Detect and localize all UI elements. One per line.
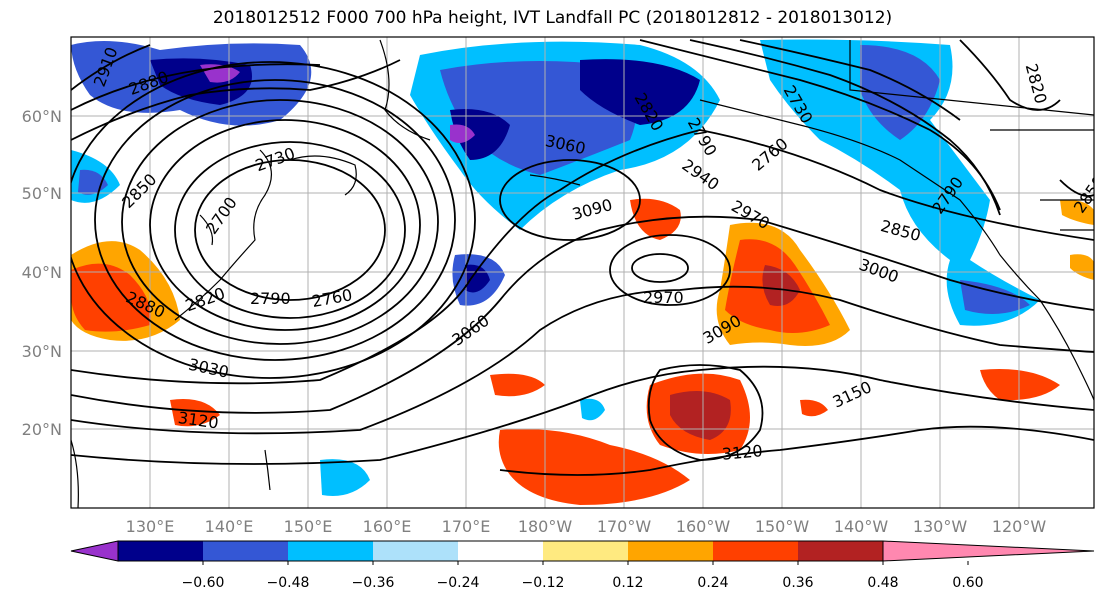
latitude-label: 30°N	[22, 342, 62, 361]
height-contour	[959, 39, 1061, 111]
contour-label: 3120	[721, 441, 763, 463]
colorbar-tick-label: 0.12	[612, 575, 643, 591]
coastline	[699, 99, 1094, 401]
height-contour	[71, 61, 476, 379]
colorbar-swatch	[798, 541, 883, 561]
colorbar-tick-label: 0.48	[867, 575, 898, 591]
longitude-label: 150°W	[755, 517, 810, 536]
coastline	[199, 214, 214, 246]
ivt-positive-region	[490, 373, 545, 397]
ivt-negative-region	[760, 39, 1040, 326]
height-contour	[1059, 179, 1094, 197]
ivt-positive-region	[800, 399, 828, 417]
height-contour	[71, 365, 1094, 465]
map-title: 2018012512 F000 700 hPa height, IVT Land…	[212, 8, 893, 28]
contour-label: 2790	[250, 289, 291, 308]
colorbar-extend-low	[70, 540, 119, 562]
height-contour	[174, 141, 406, 319]
ivt-negative-region	[960, 280, 1030, 314]
ivt-positive-region	[170, 399, 220, 427]
height-contour	[499, 425, 1094, 476]
colorbar-tick-label: −0.48	[267, 575, 310, 591]
colorbar-swatch	[713, 541, 798, 561]
colorbar-tick-label: −0.12	[522, 575, 565, 591]
ivt-positive-region	[1060, 199, 1094, 225]
longitude-label: 160°E	[363, 517, 412, 536]
longitude-label: 140°W	[834, 517, 889, 536]
ivt-negative-region	[320, 459, 370, 496]
colorbar-swatch	[543, 541, 628, 561]
height-contour	[609, 234, 731, 306]
longitude-label: 120°W	[992, 517, 1047, 536]
height-contour	[121, 99, 439, 345]
height-contour	[94, 79, 456, 361]
height-contour	[194, 159, 386, 301]
ivt-negative-region	[580, 59, 700, 125]
colorbar-tick-label: 0.36	[782, 575, 813, 591]
colorbar-swatch	[203, 541, 288, 561]
ivt-positive-region	[670, 391, 731, 440]
height-contour	[739, 39, 961, 121]
longitude-label: 170°W	[597, 517, 652, 536]
colorbar-swatch	[288, 541, 373, 561]
colorbar-swatch	[118, 541, 203, 561]
colorbar-tick-label: −0.60	[182, 575, 225, 591]
map-frame	[70, 36, 1095, 509]
colorbar-tick-label: 0.60	[952, 575, 983, 591]
longitude-label: 130°W	[913, 517, 968, 536]
ivt-positive-region	[498, 429, 690, 505]
colorbar-extend-high	[882, 540, 1095, 562]
longitude-label: 160°W	[676, 517, 731, 536]
ivt-negative-region	[450, 109, 510, 160]
colorbar-tick-label: −0.24	[437, 575, 480, 591]
contour-label: 2970	[643, 288, 684, 307]
longitude-label: 140°E	[205, 517, 254, 536]
ivt-positive-region	[1070, 254, 1094, 280]
coastline	[289, 155, 357, 196]
height-contours	[71, 39, 1094, 476]
colorbar-swatch	[628, 541, 713, 561]
height-contour	[149, 119, 421, 331]
height-contour	[639, 39, 1001, 211]
coastline	[264, 449, 271, 491]
height-contour	[71, 63, 321, 111]
colorbar-tick-label: 0.24	[697, 575, 728, 591]
longitude-labels: 130°E 140°E 150°E 160°E 170°E 180°W 170°W 160°W…	[126, 517, 1047, 536]
ivt-positive-region	[71, 263, 151, 332]
longitude-label: 150°E	[284, 517, 333, 536]
latitude-label: 20°N	[22, 420, 62, 439]
colorbar: −0.60 −0.48 −0.36 −0.24 −0.12 0.12 0.24 0.36 0.4…	[70, 540, 1095, 591]
colorbar-swatch	[373, 541, 458, 561]
colorbar-swatch	[458, 541, 543, 561]
longitude-label: 180°W	[518, 517, 573, 536]
height-contour	[631, 253, 689, 283]
coastline	[849, 40, 1094, 116]
height-contour	[71, 285, 1094, 435]
longitude-label: 170°E	[442, 517, 491, 536]
height-contour	[71, 215, 1094, 414]
height-contour	[499, 159, 641, 241]
ivt-positive-region	[762, 265, 800, 306]
height-contour	[689, 39, 1001, 216]
latitude-label: 50°N	[22, 184, 62, 203]
longitude-label: 130°E	[126, 517, 175, 536]
map-area: 2910 2880 2850 2730 2700 2880 2820 2790 …	[70, 36, 1095, 509]
latitude-label: 40°N	[22, 263, 62, 282]
ivt-negative-region	[580, 398, 605, 421]
ivt-positive-region	[980, 369, 1060, 401]
height-contour	[647, 364, 764, 461]
ivt-negative-region	[450, 124, 475, 144]
coastline	[71, 439, 79, 508]
colorbar-tick-label: −0.36	[352, 575, 395, 591]
colorbar-frame	[117, 540, 884, 562]
latitude-labels: 60°N 50°N 40°N 30°N 20°N	[22, 107, 62, 439]
height-contour	[71, 59, 401, 141]
coastline	[529, 174, 581, 186]
height-contour	[71, 129, 1094, 385]
height-contour	[71, 44, 151, 91]
latitude-label: 60°N	[22, 107, 62, 126]
